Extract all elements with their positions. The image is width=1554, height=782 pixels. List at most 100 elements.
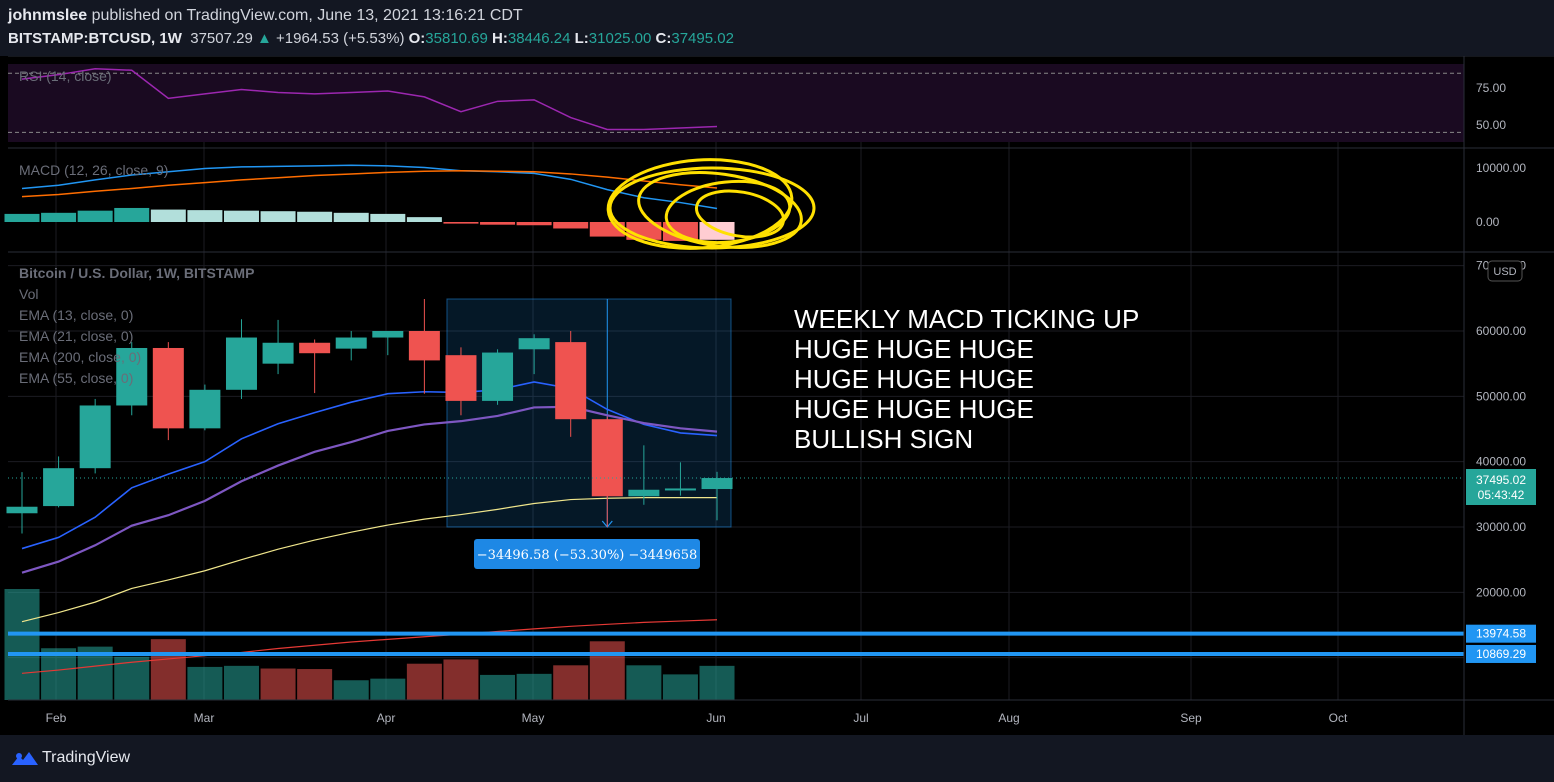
chart-background [0, 56, 1554, 735]
volume-bar [406, 663, 442, 700]
volume-bar [41, 648, 77, 700]
macd-histogram-bar [662, 222, 698, 241]
time-tick-label: Aug [998, 711, 1019, 725]
signal-line [21, 169, 718, 198]
annotation-text-line: BULLISH SIGN [794, 424, 973, 454]
volume-bar [662, 674, 698, 700]
pane-legends: RSI (14, close) MACD (12, 26, close, 9) Bi… [19, 68, 254, 386]
volume-bar [553, 665, 589, 700]
ema-legend: EMA (200, close, 0) [19, 349, 141, 365]
ohlc-legend: BITSTAMP:BTCUSD, 1W 37507.29 ▲ +1964.53 … [8, 30, 734, 47]
macd-histogram-bar [4, 213, 40, 222]
candle-body [299, 342, 331, 354]
annotation-text-line: HUGE HUGE HUGE [794, 394, 1034, 424]
volume-bar [150, 639, 186, 700]
axis-tick-label: 0.00 [1476, 215, 1500, 229]
annotation-text-line: WEEKLY MACD TICKING UP [794, 304, 1139, 334]
candle-body [116, 347, 148, 406]
rsi-pane[interactable] [8, 68, 1464, 133]
symbol-legend: Bitcoin / U.S. Dollar, 1W, BITSTAMP [19, 265, 254, 281]
candle-body [445, 355, 477, 401]
macd-histogram-bar [443, 222, 479, 224]
candle-body [262, 342, 294, 364]
tradingview-brand[interactable]: TradingView [42, 749, 131, 766]
candle-body [664, 488, 696, 491]
volume-bar [516, 673, 552, 700]
axis-tick-label: 10000.00 [1476, 161, 1526, 175]
volume-bar [187, 666, 223, 700]
yellow-circle-annotation[interactable] [605, 154, 816, 257]
volume-bar [260, 668, 296, 700]
macd-histogram-bar [223, 210, 259, 222]
chart-footer: TradingView [0, 735, 1554, 782]
time-axis[interactable]: Feb Mar Apr May Jun Jul Aug Sep Oct [46, 711, 1348, 725]
time-tick-label: Jul [853, 711, 868, 725]
candle-body [518, 338, 550, 350]
price-axis[interactable]: 75.0050.0010000.000.0070000.0060000.0050… [1466, 81, 1536, 665]
rsi-legend: RSI (14, close) [19, 68, 112, 84]
candle-body [372, 331, 404, 338]
open-label: O: [408, 30, 426, 47]
high-label: H: [492, 30, 508, 47]
volume-legend: Vol [19, 286, 38, 302]
ema-legend: EMA (13, close, 0) [19, 307, 133, 323]
macd-legend: MACD (12, 26, close, 9) [19, 162, 168, 178]
candlesticks[interactable] [6, 298, 1465, 534]
candle-body [555, 342, 587, 420]
axis-tick-label: 50000.00 [1476, 389, 1526, 403]
ema-lines [21, 381, 718, 674]
annotation-text-line: HUGE HUGE HUGE [794, 364, 1034, 394]
candle-body [335, 337, 367, 349]
candle-body [482, 352, 514, 401]
time-tick-label: Mar [194, 711, 215, 725]
macd-pane[interactable] [4, 164, 735, 241]
volume-bar [480, 674, 516, 700]
candle-body [79, 405, 111, 469]
axis-tick-label: 60000.00 [1476, 324, 1526, 338]
time-tick-label: Jun [706, 711, 725, 725]
tradingview-logo-icon[interactable] [10, 749, 40, 769]
horizontal-lines[interactable] [8, 631, 1464, 656]
volume-bars [4, 589, 735, 700]
candle-body [701, 478, 733, 490]
symbol-label[interactable]: BITSTAMP:BTCUSD, 1W [8, 30, 182, 47]
bar-countdown: 05:43:42 [1478, 488, 1525, 502]
annotation-circle [606, 158, 794, 250]
candle-body [152, 347, 184, 429]
axis-tick-label: 30000.00 [1476, 520, 1526, 534]
measure-box [446, 298, 732, 528]
candle-body [225, 337, 257, 390]
author-name[interactable]: johnmslee [8, 7, 88, 24]
axis-tick-label: 40000.00 [1476, 455, 1526, 469]
macd-histogram-bar [516, 222, 552, 226]
chart-canvas[interactable]: −34496.58 (−53.30%) −3449658 75.00 50.00 1… [0, 56, 1554, 735]
volume-bar [223, 665, 259, 700]
candle-body [591, 419, 623, 497]
volume-bar [4, 589, 40, 700]
hline-badge [1466, 644, 1536, 663]
hline-value: 10869.29 [1476, 647, 1526, 661]
last-price-badge [1466, 469, 1536, 505]
last-price: 37507.29 [190, 30, 253, 47]
ema-legend: EMA (55, close, 0) [19, 370, 133, 386]
macd-histogram-bar [150, 209, 186, 222]
annotation-text-line: HUGE HUGE HUGE [794, 334, 1034, 364]
hline-value: 13974.58 [1476, 627, 1526, 641]
candle-body [43, 468, 75, 507]
macd-histogram-bar [77, 210, 113, 222]
hline-badge [1466, 624, 1536, 643]
rsi-line [21, 68, 718, 131]
axis-tick-label: 75.00 [1476, 81, 1506, 95]
volume-bar [589, 641, 625, 700]
time-tick-label: Apr [377, 711, 396, 725]
low-value: 31025.00 [588, 30, 652, 47]
macd-histogram-bar [114, 207, 150, 222]
time-tick-label: May [522, 711, 545, 725]
ema-legend: EMA (21, close, 0) [19, 328, 133, 344]
rsi-band-fill [8, 64, 1464, 142]
axis-tick-label: 20000.00 [1476, 585, 1526, 599]
volume-bar [333, 680, 369, 700]
volume-bar [626, 665, 662, 700]
macd-histogram-bar [333, 212, 369, 222]
